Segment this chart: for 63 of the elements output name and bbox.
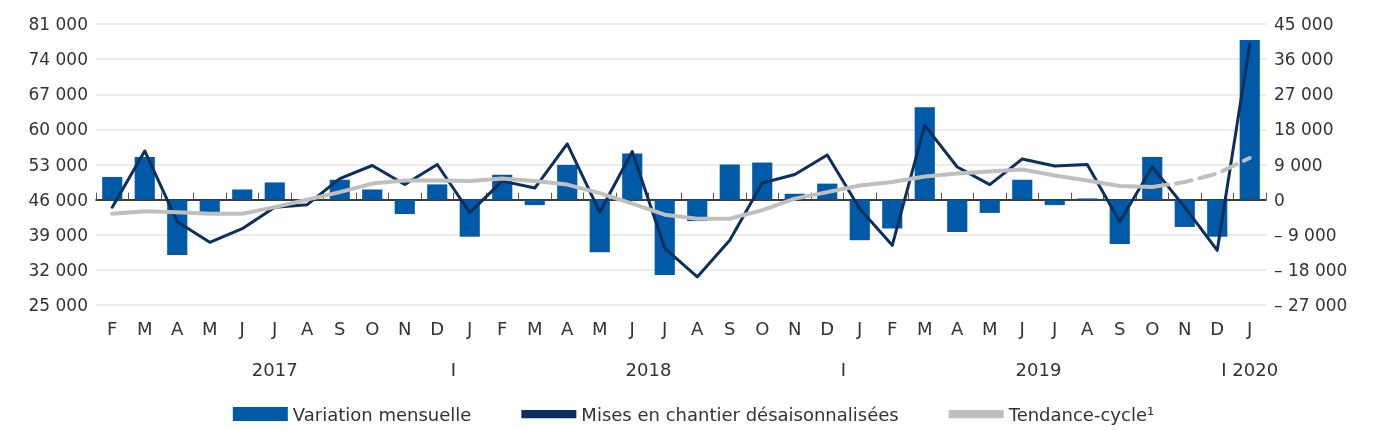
x-tick-label: O: [1145, 317, 1160, 339]
y2-tick-label: – 27 000: [1274, 295, 1348, 315]
x-tick-label: J: [238, 317, 245, 339]
x-tick-label: J: [1246, 317, 1253, 339]
x-tick-label: A: [691, 317, 705, 339]
x-tick-label: D: [820, 317, 835, 339]
y2-tick-label: 18 000: [1274, 119, 1334, 140]
x-tick-label: M: [591, 317, 608, 339]
x-tick-label: J: [628, 317, 635, 339]
x-tick-label: A: [561, 317, 575, 339]
x-tick-label: O: [755, 317, 770, 339]
y-tick-label: 32 000: [28, 259, 88, 280]
x-tick-label: S: [1114, 317, 1126, 339]
y-tick-label: 74 000: [28, 49, 88, 70]
x-tick-label: D: [1210, 317, 1225, 339]
text: 2017: [251, 358, 298, 380]
y2-tick-label: 27 000: [1274, 84, 1334, 105]
x-tick-label: A: [171, 317, 185, 339]
x-tick-label: N: [398, 317, 412, 339]
x-tick-label: J: [661, 317, 668, 339]
y-tick-label: 81 000: [28, 14, 88, 34]
y2-tick-label: 36 000: [1274, 49, 1334, 70]
x-tick-label: J: [856, 317, 863, 339]
text: I: [450, 358, 457, 380]
text: 2018: [625, 358, 672, 380]
x-tick-label: M: [136, 317, 153, 339]
x-tick-label: M: [981, 317, 998, 339]
x-tick-label: O: [365, 317, 380, 339]
x-tick-label: S: [724, 317, 736, 339]
x-tick-label: N: [788, 317, 802, 339]
y-tick-label: 46 000: [28, 189, 88, 210]
x-tick-label: F: [497, 317, 508, 339]
y2-tick-label: 9 000: [1274, 154, 1323, 175]
y-tick-label: 67 000: [28, 84, 88, 105]
text: I 2020: [1221, 358, 1279, 380]
x-tick-label: N: [1178, 317, 1192, 339]
x-tick-label: M: [201, 317, 218, 339]
y-tick-label: 39 000: [28, 224, 88, 245]
y-tick-label: 53 000: [28, 154, 88, 175]
x-tick-label: J: [1051, 317, 1058, 339]
text: I: [840, 358, 847, 380]
legend-label: Variation mensuelle: [292, 403, 472, 425]
x-tick-label: J: [466, 317, 473, 339]
y2-tick-label: – 18 000: [1274, 259, 1348, 280]
x-tick-label: D: [430, 317, 445, 339]
legend-label: Tendance-cycle¹: [1007, 403, 1155, 425]
y-tick-label: 60 000: [28, 119, 88, 140]
y2-tick-label: 45 000: [1274, 14, 1334, 34]
x-tick-label: M: [526, 317, 543, 339]
x-tick-label: A: [1081, 317, 1095, 339]
x-tick-label: M: [916, 317, 933, 339]
x-tick-label: F: [887, 317, 898, 339]
legend-label: Mises en chantier désaisonnalisées: [581, 403, 899, 425]
x-tick-label: F: [107, 317, 118, 339]
x-tick-label: S: [334, 317, 346, 339]
y2-tick-label: – 9 000: [1274, 224, 1337, 245]
x-tick-label: A: [951, 317, 965, 339]
y-tick-label: 25 000: [28, 295, 88, 315]
text: 2019: [1015, 358, 1062, 380]
x-tick-label: A: [301, 317, 315, 339]
x-tick-label: J: [1018, 317, 1025, 339]
y2-tick-label: 0: [1274, 189, 1285, 210]
x-tick-label: J: [271, 317, 278, 339]
